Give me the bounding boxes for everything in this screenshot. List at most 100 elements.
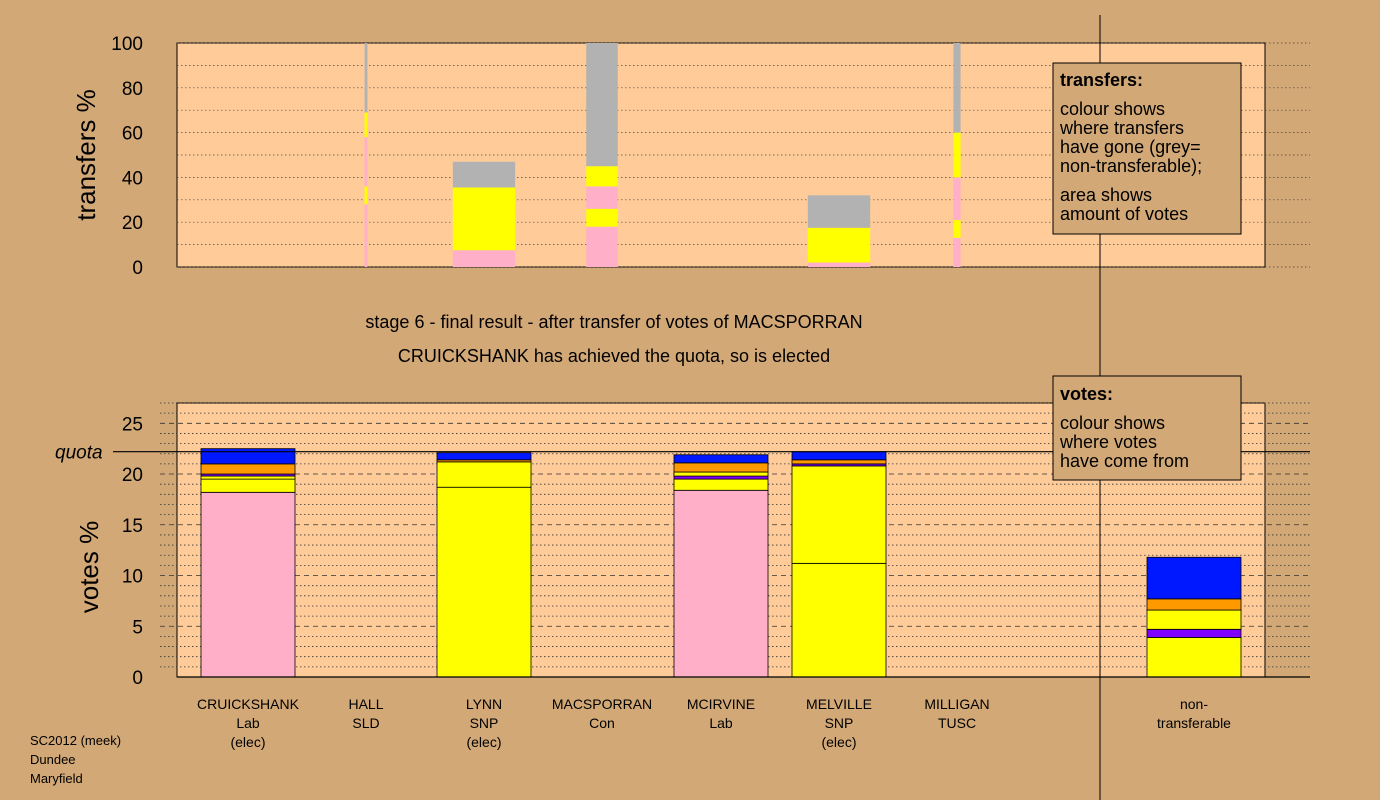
y-tick-label: 100: [111, 34, 143, 55]
votes-legend: votes: colour shows where votes have com…: [1052, 375, 1242, 481]
vote-segment: [673, 471, 769, 477]
ward-name: Maryfield: [30, 771, 83, 786]
transfer-segment: [953, 219, 961, 238]
candidate-label: TUSC: [938, 715, 976, 731]
y-tick-label: 80: [122, 79, 143, 100]
candidate-label: (elec): [230, 734, 265, 750]
transfers-legend-box: [1052, 62, 1242, 235]
transfer-segment: [452, 161, 516, 188]
vote-segment: [200, 463, 296, 475]
y-tick-label: 20: [122, 213, 143, 234]
transfer-segment: [452, 250, 516, 267]
candidate-label: (elec): [466, 734, 501, 750]
y-tick-label: 20: [122, 465, 143, 486]
transfer-segment: [586, 186, 618, 209]
transfer-segment: [586, 43, 618, 167]
transfer-segment: [364, 204, 368, 267]
vote-segment: [436, 461, 532, 488]
vote-segment: [673, 462, 769, 473]
vote-segment: [673, 454, 769, 464]
candidate-label: (elec): [821, 734, 856, 750]
transfer-segment: [586, 226, 618, 267]
candidate-label: SLD: [352, 715, 379, 731]
vote-segment: [673, 478, 769, 491]
transfers-bars: [364, 43, 961, 267]
stage-caption: stage 6 - final result - after transfer …: [365, 312, 862, 332]
transfers-y-axis-title: transfers %: [71, 89, 101, 221]
candidate-label: SNP: [470, 715, 499, 731]
vote-segment: [791, 451, 887, 461]
vote-segment: [791, 465, 887, 564]
transfer-segment: [586, 166, 618, 187]
candidate-label: MCIRVINE: [687, 696, 755, 712]
result-caption: CRUICKSHANK has achieved the quota, so i…: [398, 346, 830, 366]
transfer-segment: [953, 132, 961, 178]
transfers-legend-line: amount of votes: [1060, 204, 1188, 224]
vote-segment: [673, 475, 769, 480]
transfer-segment: [364, 137, 368, 187]
votes-legend-line: have come from: [1060, 451, 1189, 471]
vote-segment: [1146, 609, 1242, 630]
vote-segment: [791, 562, 887, 678]
transfers-legend-line: area shows: [1060, 185, 1152, 205]
transfer-segment: [807, 262, 871, 267]
candidate-label: non-: [1180, 696, 1208, 712]
transfers-legend: transfers: colour shows where transfers …: [1052, 62, 1242, 235]
transfers-legend-line: have gone (grey=: [1060, 137, 1201, 157]
y-tick-label: 15: [122, 516, 143, 537]
vote-segment: [200, 448, 296, 465]
y-tick-label: 5: [132, 617, 143, 638]
vote-segment: [673, 489, 769, 678]
candidate-label: MACSPORRAN: [552, 696, 652, 712]
transfer-segment: [807, 195, 871, 222]
vote-segment: [200, 491, 296, 678]
votes-bars: [200, 448, 1242, 678]
transfer-segment: [452, 187, 516, 251]
candidate-label: transferable: [1157, 715, 1231, 731]
vote-segment: [1146, 556, 1242, 600]
y-tick-label: 25: [122, 414, 143, 435]
votes-legend-line: colour shows: [1060, 413, 1165, 433]
transfer-segment: [364, 112, 368, 138]
vote-segment: [1146, 637, 1242, 678]
transfers-y-ticks: 0 20 40 60 80 100: [111, 34, 143, 279]
candidate-label: CRUICKSHANK: [197, 696, 300, 712]
vote-segment: [1146, 628, 1242, 638]
candidate-label: Con: [589, 715, 615, 731]
transfer-segment: [807, 221, 871, 228]
vote-segment: [200, 475, 296, 480]
y-tick-label: 10: [122, 567, 143, 588]
votes-legend-box: [1052, 375, 1242, 481]
y-tick-label: 0: [132, 258, 143, 279]
transfers-legend-line: where transfers: [1059, 118, 1184, 138]
y-tick-label: 60: [122, 124, 143, 145]
transfer-segment: [807, 227, 871, 263]
votes-y-ticks: 0 5 10 15 20 25: [122, 414, 143, 689]
transfers-legend-line: colour shows: [1060, 99, 1165, 119]
transfer-segment: [953, 177, 961, 220]
candidate-label: MELVILLE: [806, 696, 872, 712]
candidate-label: LYNN: [466, 696, 502, 712]
transfer-segment: [364, 186, 368, 205]
y-tick-label: 0: [132, 668, 143, 689]
votes-y-axis-title: votes %: [74, 521, 104, 614]
transfer-segment: [953, 237, 961, 267]
vote-segment: [1146, 598, 1242, 611]
y-tick-label: 40: [122, 168, 143, 189]
votes-legend-line: where votes: [1059, 432, 1157, 452]
transfer-segment: [364, 43, 368, 113]
transfer-segment: [953, 43, 961, 133]
council-name: Dundee: [30, 752, 76, 767]
vote-segment: [200, 478, 296, 493]
vote-segment: [436, 452, 532, 461]
transfers-legend-line: non-transferable);: [1060, 156, 1202, 176]
candidate-label: Lab: [709, 715, 733, 731]
candidate-label: MILLIGAN: [924, 696, 989, 712]
votes-legend-title: votes:: [1060, 384, 1113, 404]
transfer-segment: [586, 208, 618, 227]
transfers-legend-title: transfers:: [1060, 70, 1143, 90]
candidate-label: SNP: [825, 715, 854, 731]
candidate-label: Lab: [236, 715, 260, 731]
candidate-labels: CRUICKSHANK Lab (elec) HALL SLD LYNN SNP (elec)…: [197, 696, 1231, 750]
